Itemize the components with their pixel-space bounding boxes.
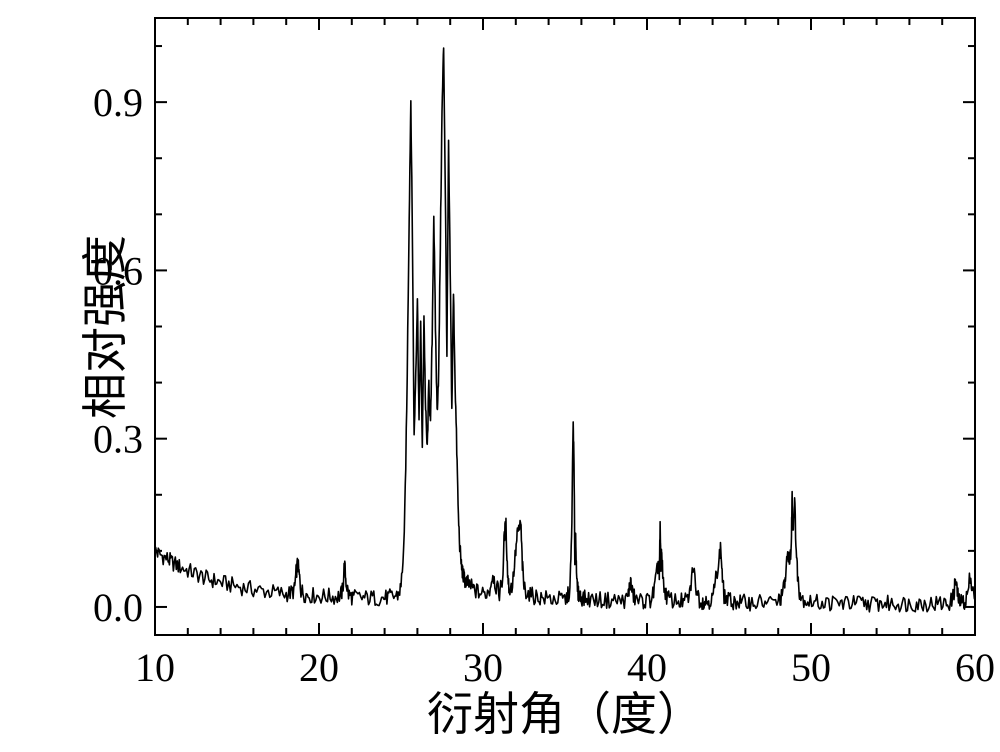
chart-container: 1020304050600.00.30.60.9 相对强度 衍射角（度） <box>0 0 1000 752</box>
x-axis-label: 衍射角（度） <box>155 678 975 744</box>
xrd-chart: 1020304050600.00.30.60.9 <box>0 0 1000 752</box>
y-tick-label: 0.3 <box>93 417 143 462</box>
y-tick-label: 0.0 <box>93 585 143 630</box>
y-tick-label: 0.9 <box>93 80 143 125</box>
y-axis-label: 相对强度 <box>69 235 135 419</box>
